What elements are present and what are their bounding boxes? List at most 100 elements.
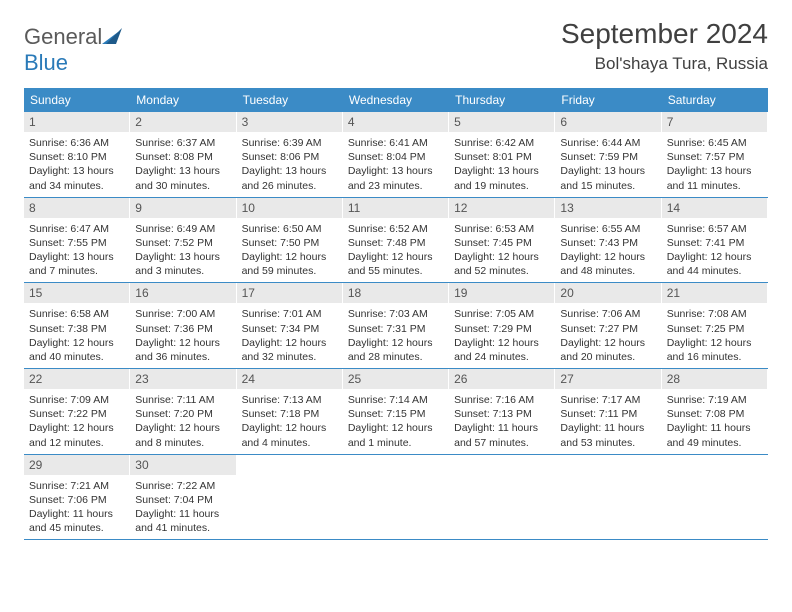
sunset-text: Sunset: 7:31 PM xyxy=(348,322,443,336)
logo-text-blue: Blue xyxy=(24,50,68,75)
sunrise-text: Sunrise: 7:03 AM xyxy=(348,307,443,321)
sunset-text: Sunset: 7:50 PM xyxy=(242,236,337,250)
day-cell: 10Sunrise: 6:50 AMSunset: 7:50 PMDayligh… xyxy=(237,198,343,283)
day-number: 6 xyxy=(555,112,660,132)
day-cell: 12Sunrise: 6:53 AMSunset: 7:45 PMDayligh… xyxy=(449,198,555,283)
sunrise-text: Sunrise: 6:58 AM xyxy=(29,307,124,321)
sunrise-text: Sunrise: 7:00 AM xyxy=(135,307,230,321)
week-row: 22Sunrise: 7:09 AMSunset: 7:22 PMDayligh… xyxy=(24,369,768,455)
day-body: Sunrise: 7:00 AMSunset: 7:36 PMDaylight:… xyxy=(130,303,235,368)
daylight-line2: and 12 minutes. xyxy=(29,436,124,450)
day-cell: 21Sunrise: 7:08 AMSunset: 7:25 PMDayligh… xyxy=(662,283,768,368)
day-body: Sunrise: 6:58 AMSunset: 7:38 PMDaylight:… xyxy=(24,303,129,368)
daylight-line2: and 41 minutes. xyxy=(135,521,230,535)
sunset-text: Sunset: 8:10 PM xyxy=(29,150,124,164)
day-body: Sunrise: 6:44 AMSunset: 7:59 PMDaylight:… xyxy=(555,132,660,197)
day-number: 30 xyxy=(130,455,235,475)
day-cell: 14Sunrise: 6:57 AMSunset: 7:41 PMDayligh… xyxy=(662,198,768,283)
logo-text: GeneralBlue xyxy=(24,24,122,76)
day-cell: 27Sunrise: 7:17 AMSunset: 7:11 PMDayligh… xyxy=(555,369,661,454)
weekday-header: Saturday xyxy=(662,88,768,112)
day-cell-empty xyxy=(237,455,343,540)
logo-flag-icon xyxy=(102,24,122,50)
sunrise-text: Sunrise: 6:52 AM xyxy=(348,222,443,236)
sunset-text: Sunset: 7:04 PM xyxy=(135,493,230,507)
daylight-line2: and 48 minutes. xyxy=(560,264,655,278)
day-cell: 9Sunrise: 6:49 AMSunset: 7:52 PMDaylight… xyxy=(130,198,236,283)
daylight-line1: Daylight: 13 hours xyxy=(560,164,655,178)
day-cell: 8Sunrise: 6:47 AMSunset: 7:55 PMDaylight… xyxy=(24,198,130,283)
day-cell: 15Sunrise: 6:58 AMSunset: 7:38 PMDayligh… xyxy=(24,283,130,368)
day-body: Sunrise: 7:03 AMSunset: 7:31 PMDaylight:… xyxy=(343,303,448,368)
sunrise-text: Sunrise: 6:50 AM xyxy=(242,222,337,236)
daylight-line1: Daylight: 13 hours xyxy=(135,164,230,178)
daylight-line1: Daylight: 12 hours xyxy=(135,421,230,435)
sunrise-text: Sunrise: 6:53 AM xyxy=(454,222,549,236)
sunset-text: Sunset: 7:48 PM xyxy=(348,236,443,250)
sunset-text: Sunset: 7:29 PM xyxy=(454,322,549,336)
day-body: Sunrise: 6:57 AMSunset: 7:41 PMDaylight:… xyxy=(662,218,767,283)
daylight-line1: Daylight: 13 hours xyxy=(348,164,443,178)
sunset-text: Sunset: 8:04 PM xyxy=(348,150,443,164)
daylight-line1: Daylight: 12 hours xyxy=(454,336,549,350)
sunset-text: Sunset: 7:11 PM xyxy=(560,407,655,421)
day-number: 7 xyxy=(662,112,767,132)
day-number: 9 xyxy=(130,198,235,218)
daylight-line2: and 11 minutes. xyxy=(667,179,762,193)
daylight-line1: Daylight: 12 hours xyxy=(29,336,124,350)
day-cell: 2Sunrise: 6:37 AMSunset: 8:08 PMDaylight… xyxy=(130,112,236,197)
day-body: Sunrise: 7:19 AMSunset: 7:08 PMDaylight:… xyxy=(662,389,767,454)
day-body: Sunrise: 7:08 AMSunset: 7:25 PMDaylight:… xyxy=(662,303,767,368)
sunset-text: Sunset: 7:41 PM xyxy=(667,236,762,250)
logo-text-general: General xyxy=(24,24,102,49)
sunset-text: Sunset: 7:13 PM xyxy=(454,407,549,421)
day-body: Sunrise: 6:53 AMSunset: 7:45 PMDaylight:… xyxy=(449,218,554,283)
daylight-line2: and 44 minutes. xyxy=(667,264,762,278)
sunrise-text: Sunrise: 7:16 AM xyxy=(454,393,549,407)
sunset-text: Sunset: 7:22 PM xyxy=(29,407,124,421)
day-number: 27 xyxy=(555,369,660,389)
daylight-line1: Daylight: 12 hours xyxy=(242,421,337,435)
day-cell: 7Sunrise: 6:45 AMSunset: 7:57 PMDaylight… xyxy=(662,112,768,197)
sunrise-text: Sunrise: 7:13 AM xyxy=(242,393,337,407)
day-body: Sunrise: 6:36 AMSunset: 8:10 PMDaylight:… xyxy=(24,132,129,197)
day-cell: 17Sunrise: 7:01 AMSunset: 7:34 PMDayligh… xyxy=(237,283,343,368)
weekday-header: Monday xyxy=(130,88,236,112)
sunrise-text: Sunrise: 7:11 AM xyxy=(135,393,230,407)
daylight-line2: and 40 minutes. xyxy=(29,350,124,364)
sunset-text: Sunset: 7:38 PM xyxy=(29,322,124,336)
day-body: Sunrise: 6:37 AMSunset: 8:08 PMDaylight:… xyxy=(130,132,235,197)
page-header: GeneralBlue September 2024 Bol'shaya Tur… xyxy=(24,18,768,76)
daylight-line1: Daylight: 11 hours xyxy=(667,421,762,435)
daylight-line2: and 1 minute. xyxy=(348,436,443,450)
sunrise-text: Sunrise: 6:44 AM xyxy=(560,136,655,150)
daylight-line2: and 16 minutes. xyxy=(667,350,762,364)
day-cell: 28Sunrise: 7:19 AMSunset: 7:08 PMDayligh… xyxy=(662,369,768,454)
day-number: 18 xyxy=(343,283,448,303)
day-cell: 19Sunrise: 7:05 AMSunset: 7:29 PMDayligh… xyxy=(449,283,555,368)
daylight-line1: Daylight: 12 hours xyxy=(560,336,655,350)
daylight-line1: Daylight: 13 hours xyxy=(29,164,124,178)
daylight-line1: Daylight: 11 hours xyxy=(454,421,549,435)
daylight-line1: Daylight: 12 hours xyxy=(348,250,443,264)
day-cell: 6Sunrise: 6:44 AMSunset: 7:59 PMDaylight… xyxy=(555,112,661,197)
sunset-text: Sunset: 8:01 PM xyxy=(454,150,549,164)
sunset-text: Sunset: 7:57 PM xyxy=(667,150,762,164)
day-cell: 20Sunrise: 7:06 AMSunset: 7:27 PMDayligh… xyxy=(555,283,661,368)
day-number: 1 xyxy=(24,112,129,132)
day-cell: 1Sunrise: 6:36 AMSunset: 8:10 PMDaylight… xyxy=(24,112,130,197)
daylight-line1: Daylight: 11 hours xyxy=(135,507,230,521)
day-number: 3 xyxy=(237,112,342,132)
day-body: Sunrise: 7:05 AMSunset: 7:29 PMDaylight:… xyxy=(449,303,554,368)
daylight-line2: and 53 minutes. xyxy=(560,436,655,450)
daylight-line1: Daylight: 12 hours xyxy=(348,336,443,350)
daylight-line2: and 32 minutes. xyxy=(242,350,337,364)
sunset-text: Sunset: 7:36 PM xyxy=(135,322,230,336)
day-cell: 5Sunrise: 6:42 AMSunset: 8:01 PMDaylight… xyxy=(449,112,555,197)
daylight-line2: and 28 minutes. xyxy=(348,350,443,364)
sunrise-text: Sunrise: 6:36 AM xyxy=(29,136,124,150)
daylight-line2: and 4 minutes. xyxy=(242,436,337,450)
week-row: 8Sunrise: 6:47 AMSunset: 7:55 PMDaylight… xyxy=(24,198,768,284)
day-body: Sunrise: 7:13 AMSunset: 7:18 PMDaylight:… xyxy=(237,389,342,454)
sunrise-text: Sunrise: 7:09 AM xyxy=(29,393,124,407)
